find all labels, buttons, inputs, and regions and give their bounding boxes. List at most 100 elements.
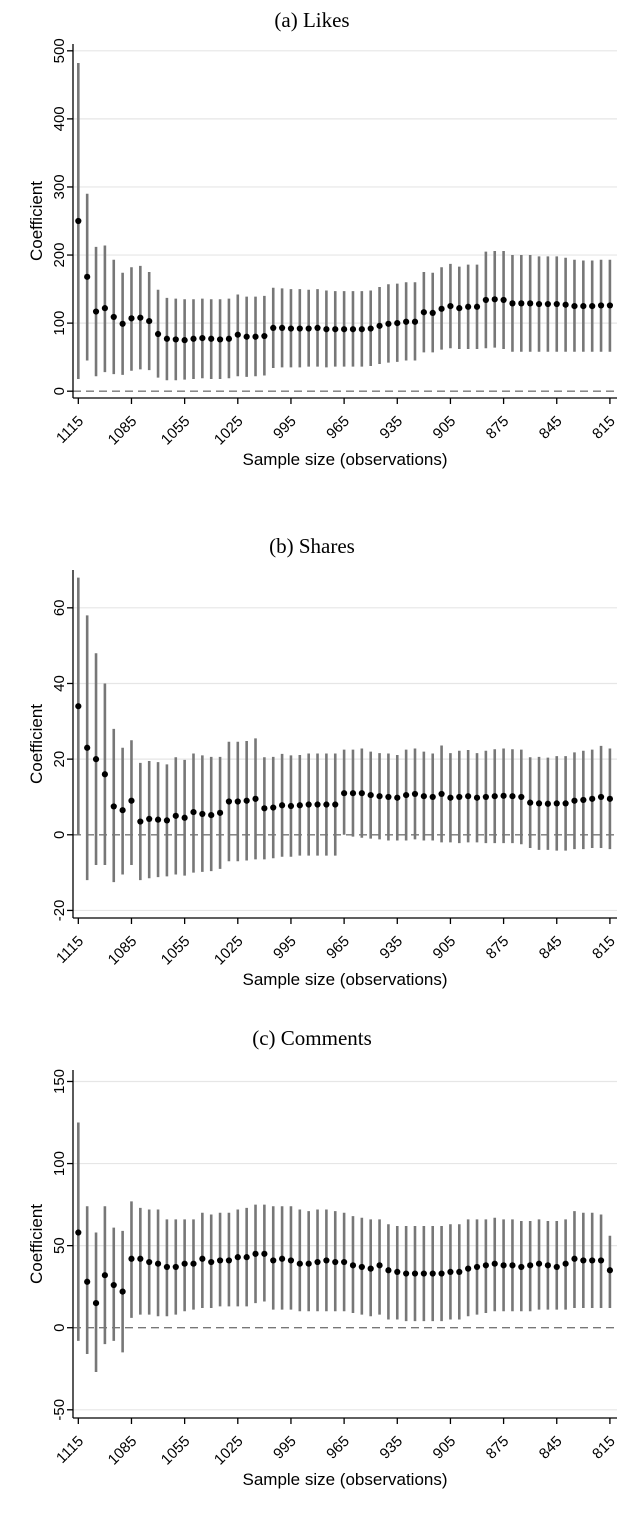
coefficient-point <box>403 791 410 799</box>
coefficient-point <box>296 1260 303 1267</box>
y-tick-label: 100 <box>51 311 68 336</box>
coefficient-point <box>314 1258 321 1266</box>
coefficient-point <box>535 800 543 807</box>
coefficient-point <box>332 801 339 808</box>
coefficient-point <box>234 1254 241 1261</box>
coefficient-point <box>287 802 295 810</box>
coefficient-point <box>84 273 91 280</box>
coefficient-point <box>606 795 614 802</box>
coefficient-point <box>411 790 419 798</box>
coefficient-point <box>358 1263 365 1271</box>
coefficient-point <box>278 1255 286 1262</box>
coefficient-point <box>199 810 206 818</box>
coefficient-point <box>110 313 117 321</box>
coefficient-point <box>296 802 303 809</box>
coefficient-point <box>323 326 330 333</box>
coefficient-point <box>137 818 144 825</box>
coefficient-point <box>287 325 295 332</box>
coefficient-point <box>482 793 489 801</box>
x-tick-label: 815 <box>589 933 619 963</box>
coefficient-point <box>473 1263 481 1271</box>
coefficient-point <box>589 795 596 802</box>
coefficient-point <box>562 1260 569 1267</box>
coefficient-point <box>208 335 215 342</box>
x-axis-label: Sample size (observations) <box>242 1470 447 1489</box>
coefficient-point <box>137 1255 144 1262</box>
coefficient-point <box>509 793 516 800</box>
coefficient-point <box>606 1267 614 1274</box>
coefficient-point <box>75 1229 82 1236</box>
coefficient-point <box>190 1260 197 1267</box>
y-axis-label: Coefficient <box>27 1204 46 1284</box>
y-tick-label: 60 <box>51 599 68 616</box>
coefficient-point <box>261 1250 268 1257</box>
y-axis-label: Coefficient <box>27 181 46 261</box>
coefficient-point <box>349 326 357 333</box>
coefficient-point <box>580 1257 587 1264</box>
coefficient-point <box>270 324 277 331</box>
coefficient-point <box>305 325 312 332</box>
coefficient-point <box>420 309 427 316</box>
coefficient-point <box>465 1265 472 1272</box>
y-tick-label: 500 <box>51 38 68 63</box>
coefficient-point <box>562 301 569 308</box>
coefficient-point <box>349 1262 357 1269</box>
panel-title: (a) Likes <box>274 8 349 32</box>
coefficient-point <box>216 809 224 816</box>
coefficient-point <box>172 812 179 819</box>
coefficient-point <box>571 302 578 310</box>
coefficient-point <box>101 305 108 312</box>
panel-title: (b) Shares <box>269 534 355 558</box>
coefficient-point <box>154 816 162 823</box>
x-tick-label: 1085 <box>105 413 141 449</box>
coefficient-point <box>367 1265 374 1272</box>
coefficient-point <box>332 326 339 333</box>
coefficient-point <box>420 1270 427 1277</box>
coefficient-point <box>429 1270 436 1277</box>
coefficient-point <box>465 303 472 310</box>
coefficient-point <box>509 300 516 307</box>
coefficient-point <box>527 799 534 806</box>
y-tick-label: 0 <box>51 1324 68 1332</box>
coefficient-point <box>146 815 153 822</box>
x-tick-label: 905 <box>430 933 460 963</box>
coefficient-point <box>527 300 534 307</box>
coefficient-point <box>429 309 436 317</box>
x-tick-label: 845 <box>536 1433 566 1463</box>
coefficient-point <box>562 800 569 807</box>
coefficient-point <box>456 305 463 312</box>
coefficient-point <box>181 814 188 821</box>
x-tick-label: 995 <box>270 933 300 963</box>
coefficient-point <box>553 1263 560 1271</box>
x-tick-label: 1085 <box>105 933 141 969</box>
coefficient-point <box>216 336 224 343</box>
x-tick-label: 935 <box>376 413 406 443</box>
coefficient-point <box>92 756 100 763</box>
coefficient-point <box>473 303 481 310</box>
x-tick-label: 815 <box>589 1433 619 1463</box>
coefficient-point <box>243 333 250 340</box>
coefficient-point <box>376 1262 383 1269</box>
coefficient-point <box>314 324 321 331</box>
coefficient-point <box>553 800 560 807</box>
x-axis-label: Sample size (observations) <box>242 970 447 989</box>
y-tick-label: 20 <box>51 751 68 768</box>
x-tick-label: 875 <box>483 413 513 443</box>
coefficient-point <box>305 1260 312 1267</box>
coefficient-point <box>403 318 410 325</box>
coefficient-point <box>411 1270 419 1277</box>
coefficient-point <box>208 1258 215 1266</box>
panel-shares: (b) Shares Coefficient Sample size (obse… <box>27 534 619 989</box>
coefficient-point <box>544 800 551 807</box>
coefficient-point <box>376 322 383 329</box>
coefficient-point <box>500 1262 507 1269</box>
coefficient-point <box>394 1268 401 1276</box>
x-tick-label: 965 <box>323 1433 353 1463</box>
x-tick-label: 815 <box>589 413 619 443</box>
coefficient-point <box>376 793 383 800</box>
x-tick-label: 965 <box>323 413 353 443</box>
coefficient-point <box>394 794 401 801</box>
x-tick-label: 845 <box>536 413 566 443</box>
coefficient-point <box>119 807 126 814</box>
coefficient-point <box>411 318 419 325</box>
